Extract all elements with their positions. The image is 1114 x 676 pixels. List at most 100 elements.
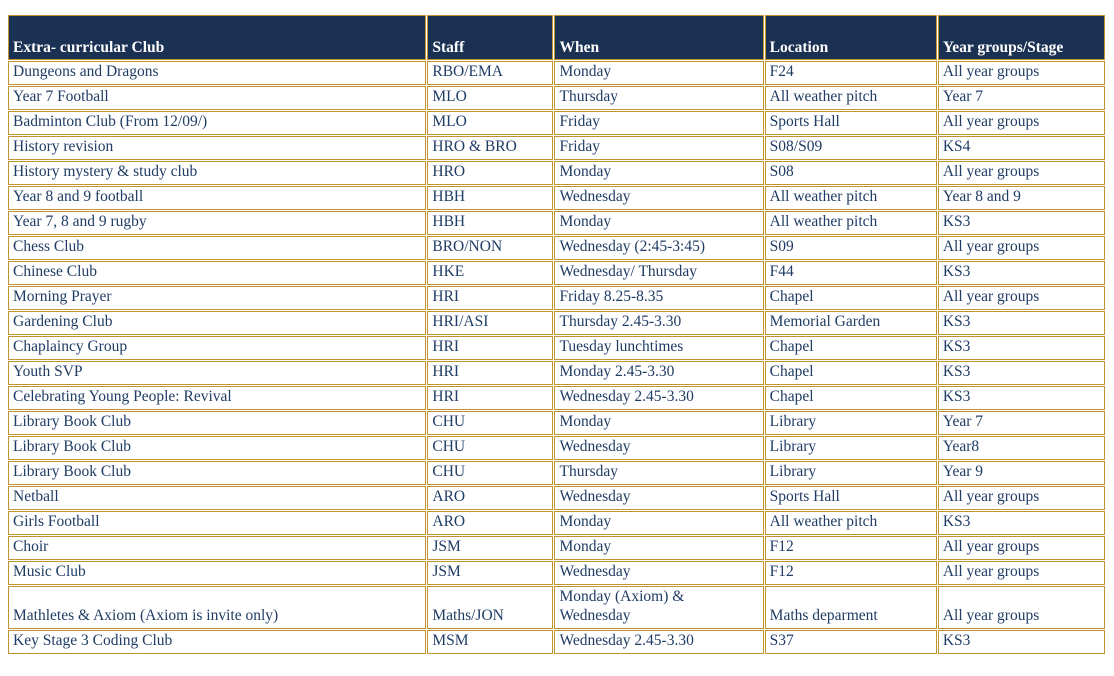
table-cell: S08/S09 [764, 136, 937, 160]
table-cell: HRI [427, 386, 554, 410]
table-cell: Maths/JON [427, 586, 554, 629]
table-cell: Youth SVP [8, 361, 427, 385]
table-row: History revision HRO & BRO Friday S08/S09 KS… [8, 136, 1105, 160]
table-cell: Monday (Axiom) & Wednesday [554, 586, 764, 629]
table-cell: F44 [764, 261, 937, 285]
table-cell: Thursday [554, 86, 764, 110]
table-header-row: Extra- curricular Club Staff When Location Y… [8, 15, 1105, 60]
table-row: Netball ARO Wednesday Sports Hall All year g… [8, 486, 1105, 510]
table-cell: Year8 [937, 436, 1105, 460]
table-cell: Year 7 [937, 411, 1105, 435]
table-cell: Netball [8, 486, 427, 510]
table-cell: Year 7, 8 and 9 rugby [8, 211, 427, 235]
table-cell: Library [764, 436, 937, 460]
table-cell: KS3 [937, 629, 1105, 654]
column-header: When [554, 15, 764, 60]
table-row: Library Book Club CHU Monday Library Year 7 [8, 411, 1105, 435]
table-row: Girls Football ARO Monday All weather pitch… [8, 511, 1105, 535]
table-cell: All weather pitch [764, 86, 937, 110]
table-cell: HRI [427, 361, 554, 385]
table-cell: Wednesday [554, 486, 764, 510]
column-header: Staff [427, 15, 554, 60]
table-cell: Music Club [8, 561, 427, 585]
table-row: Year 7 Football MLO Thursday All weather pi… [8, 86, 1105, 110]
table-cell: All year groups [937, 286, 1105, 310]
table-cell: Library [764, 461, 937, 485]
table-cell: Chaplaincy Group [8, 336, 427, 360]
table-cell: Monday [554, 536, 764, 560]
table-row: Chess Club BRO/NON Wednesday (2:45-3:45) S0… [8, 236, 1105, 260]
table-cell: Thursday 2.45-3.30 [554, 311, 764, 335]
table-cell: KS3 [937, 261, 1105, 285]
table-cell: KS3 [937, 311, 1105, 335]
column-header: Year groups/Stage [937, 15, 1105, 60]
table-cell: All year groups [937, 236, 1105, 260]
table-row: Chinese Club HKE Wednesday/ Thursday F44 KS3 [8, 261, 1105, 285]
table-cell: HKE [427, 261, 554, 285]
table-row: Year 8 and 9 football HBH Wednesday All wea… [8, 186, 1105, 210]
table-cell: All year groups [937, 536, 1105, 560]
table-cell: All weather pitch [764, 211, 937, 235]
table-cell: BRO/NON [427, 236, 554, 260]
table-cell: Chapel [764, 361, 937, 385]
table-cell: JSM [427, 561, 554, 585]
table-cell: Dungeons and Dragons [8, 61, 427, 85]
table-cell: MLO [427, 111, 554, 135]
table-cell: Girls Football [8, 511, 427, 535]
table-cell: S08 [764, 161, 937, 185]
table-cell: Wednesday (2:45-3:45) [554, 236, 764, 260]
table-cell: Library Book Club [8, 411, 427, 435]
table-cell: S37 [764, 629, 937, 654]
table-cell: Tuesday lunchtimes [554, 336, 764, 360]
table-cell: CHU [427, 411, 554, 435]
table-cell: Friday [554, 111, 764, 135]
table-cell: F12 [764, 536, 937, 560]
table-cell: Wednesday [554, 186, 764, 210]
table-cell: All year groups [937, 61, 1105, 85]
table-cell: Monday [554, 411, 764, 435]
table-cell: HRI [427, 286, 554, 310]
table-cell: Choir [8, 536, 427, 560]
table-row: Choir JSM Monday F12 All year groups [8, 536, 1105, 560]
table-cell: Library [764, 411, 937, 435]
table-cell: All year groups [937, 111, 1105, 135]
extra-curricular-clubs-table: Extra- curricular Club Staff When Location Y… [7, 14, 1106, 655]
table-cell: Celebrating Young People: Revival [8, 386, 427, 410]
table-cell: Morning Prayer [8, 286, 427, 310]
table-cell: Year 9 [937, 461, 1105, 485]
table-cell: KS3 [937, 511, 1105, 535]
table-cell: MLO [427, 86, 554, 110]
table-cell: Friday [554, 136, 764, 160]
table-cell: Monday [554, 161, 764, 185]
table-cell: Maths deparment [764, 586, 937, 629]
table-cell: Chapel [764, 286, 937, 310]
table-cell: KS3 [937, 211, 1105, 235]
table-row: Morning Prayer HRI Friday 8.25-8.35 Chapel A… [8, 286, 1105, 310]
table-cell: Monday 2.45-3.30 [554, 361, 764, 385]
table-row: Key Stage 3 Coding Club MSM Wednesday 2.45… [8, 629, 1105, 654]
table-row: Year 7, 8 and 9 rugby HBH Monday All weathe… [8, 211, 1105, 235]
table-cell: KS4 [937, 136, 1105, 160]
table-cell: KS3 [937, 336, 1105, 360]
table-cell: HRI/ASI [427, 311, 554, 335]
table-cell: Library Book Club [8, 461, 427, 485]
table-cell: Wednesday [554, 561, 764, 585]
table-cell: Thursday [554, 461, 764, 485]
column-header: Location [764, 15, 937, 60]
table-cell: History revision [8, 136, 427, 160]
table-cell: JSM [427, 536, 554, 560]
table-row: Gardening Club HRI/ASI Thursday 2.45-3.30 M… [8, 311, 1105, 335]
table-cell: Chapel [764, 386, 937, 410]
table-cell: History mystery & study club [8, 161, 427, 185]
table-cell: Monday [554, 511, 764, 535]
table-cell: MSM [427, 629, 554, 654]
table-cell: Monday [554, 211, 764, 235]
table-cell: Mathletes & Axiom (Axiom is invite only) [8, 586, 427, 629]
table-cell: All year groups [937, 561, 1105, 585]
table-body: Dungeons and Dragons RBO/EMA Monday F24 All … [8, 61, 1105, 654]
table-cell: CHU [427, 461, 554, 485]
table-cell: All year groups [937, 161, 1105, 185]
table-cell: Year 7 Football [8, 86, 427, 110]
table-row: Library Book Club CHU Thursday Library Year … [8, 461, 1105, 485]
